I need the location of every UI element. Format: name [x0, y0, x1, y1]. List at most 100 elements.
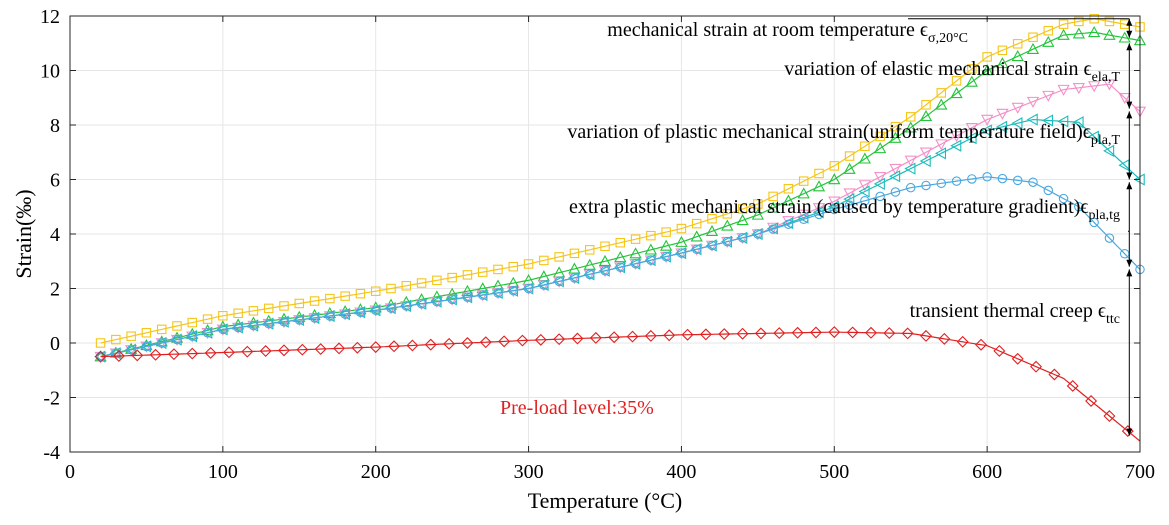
triangle-down-marker: [1088, 81, 1101, 93]
x-tick-label: 200: [361, 461, 391, 483]
diamond-marker: [956, 335, 969, 348]
diamond-marker: [993, 344, 1006, 357]
square-marker: [707, 213, 717, 224]
diamond-marker: [333, 342, 346, 355]
diamond-marker: [1085, 395, 1098, 407]
triangle-up-marker: [1057, 28, 1070, 40]
triangle-up-marker: [736, 214, 749, 226]
circle-marker: [890, 187, 901, 197]
diamond-marker: [241, 345, 254, 358]
circle-marker: [340, 309, 350, 319]
diamond-marker: [94, 350, 107, 363]
square-marker: [722, 209, 733, 219]
circle-marker: [202, 328, 213, 338]
circle-marker: [493, 288, 503, 298]
x-tick-label: 600: [972, 461, 1002, 483]
diamond-marker: [149, 348, 162, 361]
arrow-thermal-creep-head-end: [1126, 428, 1133, 436]
square-marker: [860, 141, 870, 152]
square-marker: [111, 334, 121, 345]
square-marker: [95, 338, 106, 348]
triangle-left-marker: [904, 162, 916, 175]
square-marker: [997, 45, 1008, 56]
triangle-up-marker: [660, 239, 673, 251]
y-tick-label: 8: [50, 115, 60, 137]
diamond-marker: [791, 326, 804, 339]
circle-marker: [386, 303, 396, 313]
diamond-marker: [663, 329, 676, 342]
x-tick-label: 700: [1125, 461, 1155, 483]
circle-marker: [462, 292, 473, 302]
circle-marker: [141, 341, 152, 352]
square-marker: [951, 76, 962, 86]
square-marker: [370, 286, 381, 296]
circle-marker: [630, 258, 641, 269]
square-marker: [875, 131, 885, 142]
triangle-down-marker: [965, 122, 978, 135]
x-tick-label: 300: [514, 461, 544, 483]
square-marker: [661, 227, 671, 237]
annotation-transient-thermal-creep: transient thermal creep ϵttc: [910, 300, 1120, 327]
diamond-marker: [626, 330, 639, 343]
square-marker: [172, 321, 182, 331]
triangle-left-marker: [873, 177, 885, 190]
square-marker: [416, 278, 427, 288]
triangle-down-marker: [981, 114, 994, 126]
circle-marker: [753, 229, 763, 239]
circle-marker: [523, 283, 534, 294]
circle-marker: [539, 280, 549, 290]
arrow-plastic-uniform-head-start: [1126, 111, 1133, 119]
square-marker: [584, 245, 595, 255]
diamond-marker: [553, 333, 566, 346]
circle-marker: [814, 209, 824, 220]
triangle-up-marker: [1118, 31, 1131, 43]
diamond-marker: [406, 339, 419, 352]
square-marker: [646, 230, 656, 241]
circle-marker: [600, 266, 610, 276]
triangle-up-marker: [996, 57, 1009, 69]
circle-marker: [737, 233, 748, 243]
circle-marker: [508, 285, 519, 296]
circle-marker: [294, 315, 305, 325]
diamond-marker: [754, 327, 767, 340]
circle-marker: [279, 316, 289, 327]
annotation-layer: [908, 18, 1133, 436]
y-axis-title: Strain(‰): [11, 189, 36, 278]
triangle-left-marker: [1026, 113, 1038, 126]
square-marker: [156, 324, 167, 335]
square-marker: [355, 288, 366, 299]
diamond-marker: [1011, 352, 1024, 365]
arrow-thermal-creep-head-start: [1126, 269, 1133, 277]
triangle-up-marker: [461, 284, 474, 296]
square-marker: [615, 237, 626, 248]
circle-marker: [263, 318, 274, 329]
diamond-marker: [938, 332, 951, 345]
triangle-left-marker: [919, 154, 931, 168]
diamond-marker: [424, 338, 437, 351]
diamond-marker: [1103, 410, 1116, 423]
diamond-marker: [296, 343, 309, 356]
diamond-marker: [369, 341, 382, 354]
triangle-down-marker: [1042, 90, 1055, 102]
x-tick-label: 100: [208, 461, 238, 483]
triangle-up-marker: [843, 162, 856, 174]
diamond-marker: [809, 326, 822, 339]
circle-marker: [997, 173, 1008, 184]
diamond-marker: [1066, 379, 1079, 392]
triangle-down-marker: [1057, 84, 1070, 96]
diamond-marker: [589, 331, 602, 344]
circle-marker: [615, 262, 626, 272]
triangle-up-marker: [812, 180, 826, 192]
triangle-down-marker: [904, 155, 917, 167]
square-marker: [982, 52, 992, 62]
triangle-up-marker: [1026, 42, 1040, 54]
square-marker: [814, 168, 824, 179]
circle-marker: [1012, 175, 1023, 186]
diamond-marker: [516, 334, 529, 347]
diamond-marker: [920, 329, 932, 342]
triangle-up-marker: [629, 247, 642, 259]
triangle-up-marker: [583, 258, 596, 270]
circle-marker: [768, 224, 778, 234]
triangle-up-marker: [889, 131, 902, 143]
circle-marker: [676, 248, 687, 258]
